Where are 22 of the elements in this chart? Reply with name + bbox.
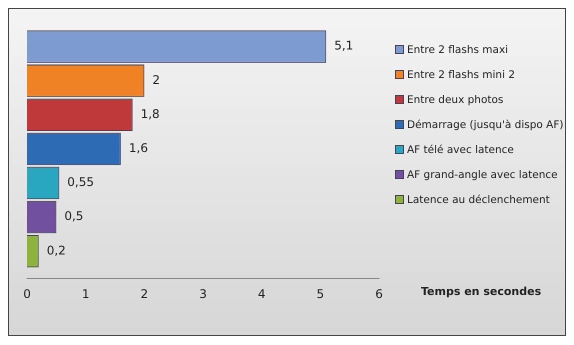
legend-label: Démarrage (jusqu'à dispo AF) — [407, 118, 564, 130]
text: Entre 2 flashs maxi — [407, 44, 508, 56]
data-label: 2 — [152, 72, 160, 87]
data-label: 1,8 — [140, 106, 160, 121]
x-tick-label: 5 — [316, 286, 324, 301]
x-tick-label: 6 — [375, 286, 383, 301]
data-label: 0,2 — [46, 243, 66, 258]
data-label: 5,1 — [334, 38, 354, 53]
x-tick-label: 1 — [82, 286, 90, 301]
data-label: 1,6 — [128, 141, 148, 156]
legend-label: Latence au déclenchement — [407, 194, 550, 206]
legend-label: AF grand-angle avec latence — [407, 168, 558, 180]
x-tick-label: 2 — [140, 286, 148, 301]
data-label: 0,5 — [64, 209, 84, 224]
x-tick-label: 0 — [23, 286, 31, 301]
x-tick-label: 4 — [258, 286, 266, 301]
legend-label: Entre deux photos — [407, 94, 504, 106]
legend-label: Entre 2 flashs mini 2 — [407, 68, 516, 80]
data-label: 0,55 — [67, 175, 94, 190]
legend-label: AF télé avec latence — [407, 144, 514, 156]
x-tick-label: 3 — [199, 286, 207, 301]
x-axis-title: Temps en secondes — [421, 285, 542, 298]
